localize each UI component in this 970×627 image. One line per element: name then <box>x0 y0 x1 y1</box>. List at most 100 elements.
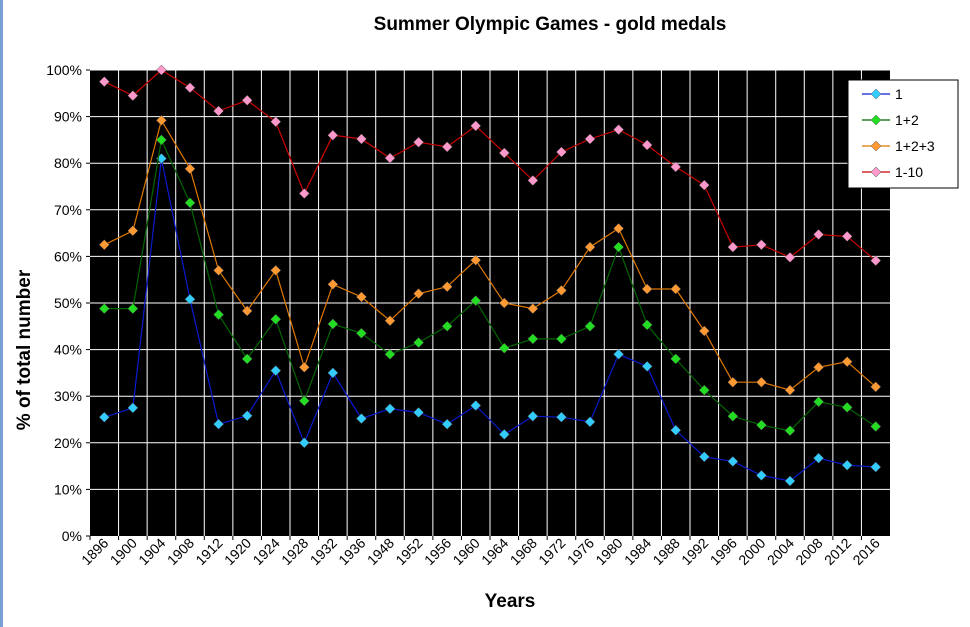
data-point <box>213 309 224 321</box>
legend-marker <box>870 140 882 152</box>
x-tick-label: 2016 <box>849 535 882 568</box>
data-point <box>784 425 796 437</box>
x-tick-label: 1996 <box>707 535 740 568</box>
data-point <box>556 333 567 345</box>
x-tick-label: 1964 <box>478 535 511 568</box>
data-point <box>127 402 139 414</box>
series-line <box>104 137 877 432</box>
data-point <box>756 376 767 388</box>
data-point <box>213 418 224 430</box>
data-point <box>870 461 882 473</box>
data-point <box>813 452 824 464</box>
gridlines <box>90 69 890 536</box>
data-point <box>356 133 367 145</box>
x-tick-label: 1920 <box>221 535 254 568</box>
data-point <box>441 418 453 430</box>
data-point <box>327 367 339 379</box>
data-point <box>841 459 853 471</box>
data-point <box>698 325 710 337</box>
series-1 <box>98 153 882 487</box>
data-point <box>98 303 110 314</box>
x-tick-label: 1952 <box>392 535 425 568</box>
data-point <box>127 90 139 101</box>
data-point <box>441 281 453 293</box>
data-point <box>870 381 882 393</box>
legend: 1 1+2 1+2+3 1-10 <box>847 79 959 189</box>
legend-marker <box>870 88 882 100</box>
data-point <box>413 288 424 300</box>
series-line <box>104 118 877 391</box>
x-tick-label: 2004 <box>764 535 797 568</box>
data-point <box>870 421 882 432</box>
window-edge <box>0 0 3 627</box>
data-point <box>641 319 653 331</box>
data-point <box>98 76 110 88</box>
x-tick-label: 1968 <box>507 535 540 568</box>
data-point <box>441 320 453 332</box>
y-tick-label: 70% <box>54 202 82 218</box>
data-point <box>184 293 196 305</box>
y-tick-label: 100% <box>46 62 82 78</box>
x-tick-label: 2008 <box>792 535 825 568</box>
data-point <box>613 241 624 253</box>
series-layer <box>98 64 882 487</box>
legend-label: 1 <box>895 86 903 102</box>
legend-marker <box>870 114 882 126</box>
data-point <box>784 384 796 396</box>
data-point <box>527 303 539 314</box>
data-point <box>813 229 824 240</box>
y-tick-label: 60% <box>54 248 82 264</box>
x-axis-title: Years <box>485 591 536 612</box>
x-tick-label: 1948 <box>364 535 397 568</box>
data-point <box>613 124 624 136</box>
series-4 <box>98 64 882 266</box>
x-tick-label: 1976 <box>564 535 597 568</box>
data-point <box>527 410 539 422</box>
data-point <box>184 197 196 209</box>
data-point <box>413 407 424 418</box>
data-point <box>498 429 510 440</box>
series-line <box>104 158 876 482</box>
data-point <box>298 188 310 199</box>
data-point <box>441 141 453 153</box>
data-point <box>384 315 396 327</box>
data-point <box>356 413 367 424</box>
data-point <box>698 179 710 191</box>
data-point <box>756 419 767 431</box>
data-point <box>641 361 653 372</box>
data-point <box>156 114 167 126</box>
data-point <box>241 94 253 106</box>
x-tick-label: 2000 <box>735 535 768 568</box>
data-point <box>270 313 282 325</box>
data-point <box>127 303 139 314</box>
data-point <box>841 231 853 242</box>
data-point <box>841 402 853 413</box>
data-point <box>670 353 682 365</box>
data-point <box>784 251 796 263</box>
data-point <box>756 470 767 481</box>
data-point <box>356 327 367 339</box>
data-point <box>641 283 653 295</box>
data-point <box>698 451 710 463</box>
data-point <box>384 403 396 415</box>
data-point <box>184 163 196 175</box>
data-point <box>584 241 596 253</box>
x-tick-label: 1936 <box>335 535 368 568</box>
data-point <box>298 395 310 407</box>
y-tick-label: 90% <box>54 109 82 125</box>
x-tick-label: 1912 <box>192 535 225 568</box>
data-point <box>698 384 710 396</box>
data-point <box>727 410 739 422</box>
chart-title: Summer Olympic Games - gold medals <box>374 14 727 35</box>
y-axis-ticks: 0% 10% 20% 30% 40% 50% 60% 70% 80% 90% 100% <box>46 62 90 544</box>
x-axis-ticks: 1896190019041908191219201924192819321936… <box>78 535 883 568</box>
x-tick-label: 1980 <box>592 535 625 568</box>
x-tick-label: 1932 <box>307 535 340 568</box>
data-point <box>470 120 482 132</box>
data-point <box>270 365 282 376</box>
data-point <box>584 320 596 332</box>
series-3 <box>98 114 882 396</box>
data-point <box>498 147 510 159</box>
y-tick-label: 80% <box>54 155 82 171</box>
